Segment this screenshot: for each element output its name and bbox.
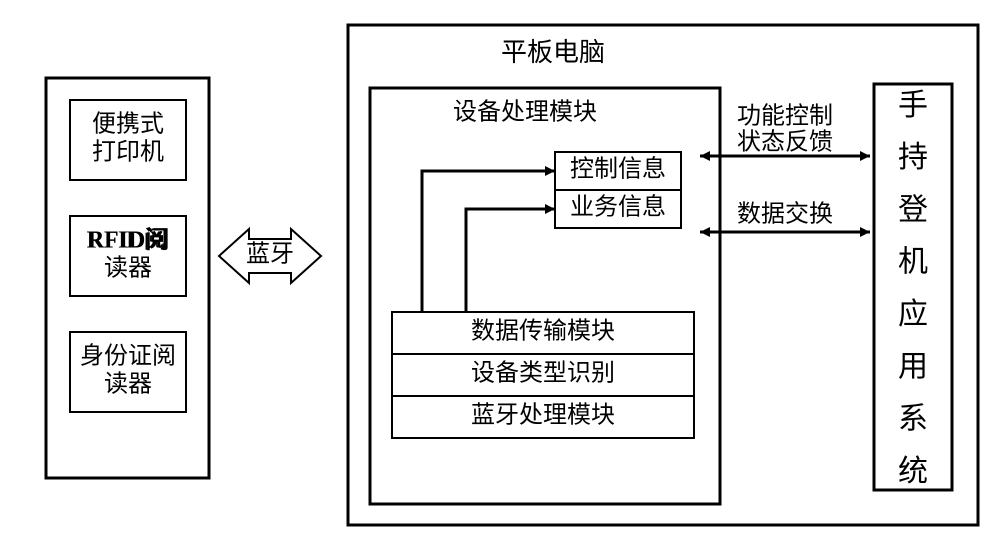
diagram-canvas: 便携式打印机RFID阅读器RFID阅身份证阅读器蓝牙平板电脑设备处理模块控制信息… [0,0,1000,542]
tablet-title: 平板电脑 [501,38,605,67]
right-panel-char-0: 手 [898,89,928,122]
right-panel-char-1: 持 [898,141,928,174]
right-panel-char-6: 系 [898,403,928,436]
left-box-2-line-0: 身份证阅 [80,343,176,370]
bluetooth-label: 蓝牙 [246,241,294,268]
mid-arrow-top-label-1: 状态反馈 [737,129,833,156]
left-box-0-line-0: 便携式 [92,111,164,138]
right-panel-char-7: 统 [898,455,928,488]
left-box-0-line-1: 打印机 [92,139,164,166]
stack-1-label: 设备类型识别 [471,360,615,387]
right-panel-char-2: 登 [898,193,928,226]
dev-module-title: 设备处理模块 [453,99,597,126]
left-box-2-line-1: 读器 [104,371,152,398]
inner-small-1-label: 业务信息 [570,194,666,221]
stack-2-label: 蓝牙处理模块 [471,402,615,429]
right-panel-char-5: 用 [898,350,928,383]
right-panel-char-3: 机 [898,246,928,279]
stack-0-label: 数据传输模块 [471,318,615,345]
right-panel-char-4: 应 [898,298,928,331]
mid-arrow-top-label-0: 功能控制 [737,103,833,130]
mid-arrow-bot-label: 数据交换 [737,201,833,228]
inner-small-0-label: 控制信息 [570,156,666,183]
left-box-1-line-1: 读器 [104,255,152,282]
left-box-1-line-0b: RFID阅 [87,227,170,254]
